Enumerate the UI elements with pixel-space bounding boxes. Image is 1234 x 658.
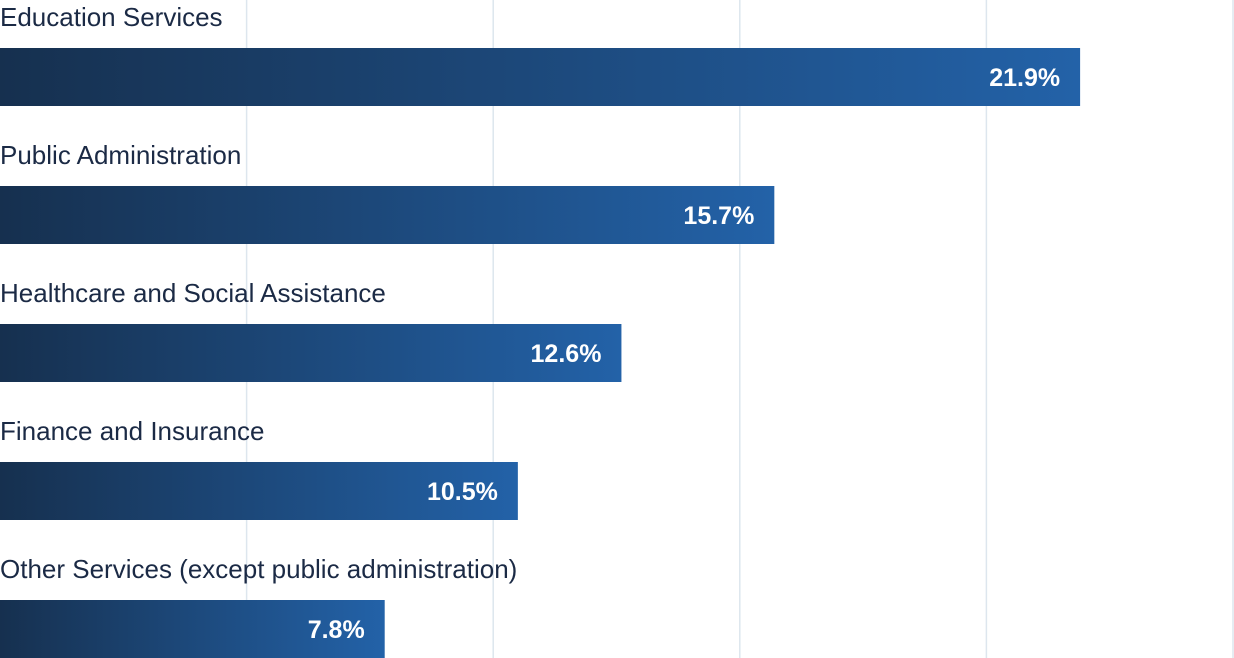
- bars: Education Services 21.9% Public Administra…: [0, 2, 1081, 658]
- value-label: 12.6%: [531, 340, 602, 368]
- gridlines: [245, 0, 1234, 658]
- category-label: Finance and Insurance: [0, 416, 265, 446]
- bar: [0, 462, 518, 520]
- category-label: Education Services: [0, 2, 223, 32]
- bar: [0, 48, 1081, 106]
- category-label: Other Services (except public administra…: [0, 554, 517, 584]
- value-label: 21.9%: [989, 64, 1060, 92]
- value-label: 10.5%: [427, 478, 498, 506]
- category-label: Public Administration: [0, 140, 241, 170]
- category-label: Healthcare and Social Assistance: [0, 278, 386, 308]
- bar: [0, 324, 622, 382]
- value-label: 7.8%: [308, 616, 365, 644]
- bar: [0, 600, 385, 658]
- bar: [0, 186, 775, 244]
- value-label: 15.7%: [683, 202, 754, 230]
